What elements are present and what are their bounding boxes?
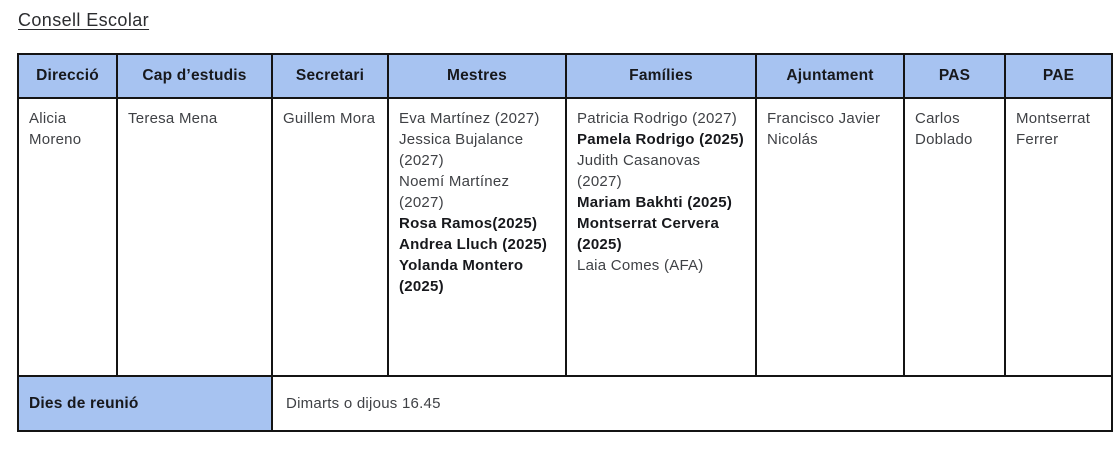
member-name: Francisco Javier Nicolás: [767, 110, 881, 148]
member-name: Yolanda Montero (2025): [399, 257, 524, 295]
header-row: Direcció Cap d’estudis Secretari Mestres…: [17, 53, 1113, 99]
member-name: Patricia Rodrigo (2027): [577, 110, 737, 127]
column-header-pae: PAE: [1004, 53, 1113, 99]
member-name: Noemí Martínez (2027): [399, 173, 510, 211]
column-header-families: Famílies: [565, 53, 757, 99]
column-header-ajuntament: Ajuntament: [755, 53, 905, 99]
column-header-pas: PAS: [903, 53, 1006, 99]
member-name: Judith Casanovas (2027): [577, 152, 701, 190]
member-name: Pamela Rodrigo (2025): [577, 131, 744, 148]
column-header-direccio: Direcció: [17, 53, 118, 99]
cell-pae: Montserrat Ferrer: [1004, 97, 1113, 377]
cell-mestres: Eva Martínez (2027) Jessica Bujalance (20…: [387, 97, 567, 377]
meeting-days-label: Dies de reunió: [17, 375, 273, 432]
member-name: Montserrat Ferrer: [1016, 110, 1091, 148]
council-table: Direcció Cap d’estudis Secretari Mestres…: [17, 53, 1113, 432]
meeting-days-row: Dies de reunió Dimarts o dijous 16.45: [17, 375, 1113, 432]
member-name: Carlos Doblado: [915, 110, 973, 148]
cell-ajuntament: Francisco Javier Nicolás: [755, 97, 905, 377]
meeting-days-value: Dimarts o dijous 16.45: [271, 375, 1113, 432]
cell-secretari: Guillem Mora: [271, 97, 389, 377]
member-name: Montserrat Cervera (2025): [577, 215, 720, 253]
member-name: Guillem Mora: [283, 110, 376, 127]
member-name: Teresa Mena: [128, 110, 218, 127]
member-name: Jessica Bujalance (2027): [399, 131, 524, 169]
member-name: Laia Comes (AFA): [577, 257, 704, 274]
cell-families: Patricia Rodrigo (2027) Pamela Rodrigo (2…: [565, 97, 757, 377]
member-name: Andrea Lluch (2025): [399, 236, 548, 253]
cell-cap-destudis: Teresa Mena: [116, 97, 273, 377]
page-title: Consell Escolar: [18, 10, 150, 30]
members-row: Alicia Moreno Teresa Mena Guillem Mora E…: [17, 97, 1113, 377]
member-name: Rosa Ramos(2025): [399, 215, 538, 232]
column-header-cap-destudis: Cap d’estudis: [116, 53, 273, 99]
cell-direccio: Alicia Moreno: [17, 97, 118, 377]
member-name: Eva Martínez (2027): [399, 110, 540, 127]
column-header-mestres: Mestres: [387, 53, 567, 99]
member-name: Alicia Moreno: [29, 110, 82, 148]
column-header-secretari: Secretari: [271, 53, 389, 99]
member-name: Mariam Bakhti (2025): [577, 194, 733, 211]
cell-pas: Carlos Doblado: [903, 97, 1006, 377]
